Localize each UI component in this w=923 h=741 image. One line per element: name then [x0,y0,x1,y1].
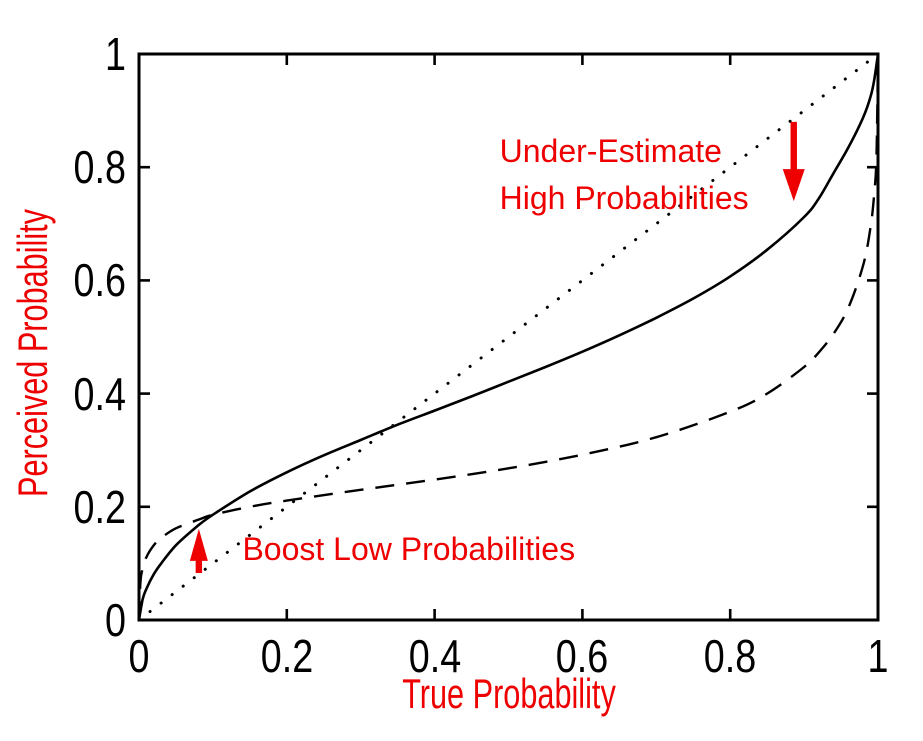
y-tick-label: 0.2 [73,480,126,533]
y-tick-label: 1 [105,28,126,80]
axes-frame [137,52,880,622]
x-axis-label: True Probability [401,670,616,717]
x-tick-label: 0.2 [260,630,314,682]
y-tick-label: 0 [105,594,126,646]
y-tick-label: 0.8 [73,141,126,194]
x-tick-label: 1 [867,630,889,682]
series-probability-weighting-moderate [137,53,880,621]
arrow-up-boost-low [189,528,208,574]
x-tick-label: 0 [128,630,150,682]
y-tick-label: 0.4 [73,367,126,420]
annotation-under-estimate-line2: High Probabilities [499,180,749,217]
x-tick-label: 0.8 [703,630,757,682]
y-tick-label: 0.6 [73,254,126,307]
annotation-boost-low: Boost Low Probabilities [242,526,575,573]
annotation-boost-low-line1: Boost Low Probabilities [242,531,576,568]
x-tick-label: 0.4 [408,630,461,682]
annotation-under-estimate-line1: Under-Estimate [499,133,722,170]
arrow-down-under-estimate-high [782,121,805,202]
annotation-under-estimate: Under-Estimate High Probabilities [500,128,749,222]
series-probability-weighting-extreme [137,53,880,621]
x-tick-label: 0.6 [556,630,609,682]
y-axis-label: Perceived Probability [9,208,56,498]
